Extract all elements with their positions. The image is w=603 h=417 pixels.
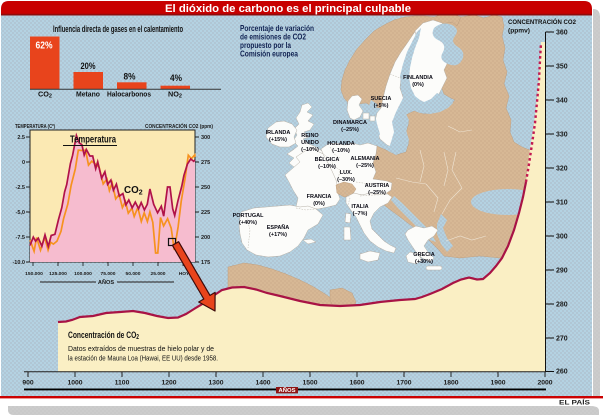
svg-text:FRANCIA: FRANCIA	[307, 194, 332, 200]
svg-text:(+5%): (+5%)	[374, 103, 389, 109]
svg-text:(–10%): (–10%)	[318, 164, 336, 170]
svg-text:310: 310	[556, 200, 568, 207]
svg-text:ITALIA: ITALIA	[351, 204, 368, 210]
svg-text:BÉLGICA: BÉLGICA	[315, 155, 340, 163]
svg-text:8%: 8%	[124, 71, 137, 82]
svg-text:1900: 1900	[490, 379, 505, 386]
svg-text:El dióxido de carbono es el pr: El dióxido de carbono es el principal cu…	[165, 3, 411, 15]
svg-text:ALEMANIA: ALEMANIA	[350, 156, 379, 162]
svg-text:(0%): (0%)	[412, 82, 424, 88]
svg-text:AÑOS: AÑOS	[279, 387, 297, 394]
svg-text:Halocarbonos: Halocarbonos	[107, 90, 151, 99]
svg-text:0: 0	[22, 160, 25, 166]
svg-text:Temperatura: Temperatura	[70, 135, 116, 146]
svg-text:LUX.: LUX.	[340, 170, 353, 176]
svg-text:1800: 1800	[443, 379, 458, 386]
svg-text:2.5: 2.5	[17, 135, 25, 141]
svg-text:1200: 1200	[161, 379, 176, 386]
svg-text:2000: 2000	[537, 379, 552, 386]
svg-text:ESPAÑA: ESPAÑA	[267, 224, 290, 231]
svg-text:(0%): (0%)	[313, 201, 325, 207]
svg-text:125.000: 125.000	[49, 271, 67, 277]
svg-text:350: 350	[556, 64, 568, 71]
svg-text:(+17%): (+17%)	[269, 232, 287, 238]
svg-text:900: 900	[22, 379, 34, 386]
svg-text:-10.0: -10.0	[12, 260, 25, 266]
svg-text:-5,0: -5,0	[16, 210, 25, 216]
svg-text:propuesto por la: propuesto por la	[240, 40, 291, 50]
svg-text:(–10%): (–10%)	[301, 147, 319, 153]
svg-text:4%: 4%	[170, 72, 183, 83]
svg-text:225: 225	[201, 210, 210, 216]
svg-text:(–25%): (–25%)	[341, 127, 359, 133]
svg-text:de emisiones de CO2: de emisiones de CO2	[240, 32, 306, 42]
svg-text:Metano: Metano	[76, 90, 100, 99]
svg-text:1100: 1100	[115, 379, 130, 386]
svg-text:GRECIA: GRECIA	[413, 252, 434, 258]
svg-text:270: 270	[556, 336, 568, 343]
svg-text:TEMPERATURA (Cº): TEMPERATURA (Cº)	[15, 124, 55, 130]
svg-text:CO2: CO2	[38, 90, 52, 100]
svg-text:FINLANDIA: FINLANDIA	[403, 75, 433, 81]
svg-text:(+15%): (+15%)	[269, 137, 287, 143]
svg-text:200: 200	[201, 235, 210, 241]
svg-text:REINO: REINO	[301, 133, 319, 139]
svg-text:150.000: 150.000	[25, 271, 43, 277]
svg-text:340: 340	[556, 98, 568, 105]
svg-text:Datos extraídos de muestras de: Datos extraídos de muestras de hielo pol…	[68, 344, 214, 353]
svg-text:(–25%): (–25%)	[368, 190, 386, 196]
svg-text:100.000: 100.000	[74, 271, 92, 277]
svg-text:320: 320	[556, 166, 568, 173]
svg-text:DINAMARCA: DINAMARCA	[333, 120, 367, 126]
svg-text:300: 300	[556, 234, 568, 241]
svg-text:290: 290	[556, 268, 568, 275]
svg-text:20%: 20%	[81, 60, 97, 71]
svg-text:-2.5: -2.5	[16, 185, 25, 191]
svg-text:75.000: 75.000	[101, 271, 116, 277]
svg-text:Porcentaje de variación: Porcentaje de variación	[240, 23, 314, 33]
svg-text:25.000: 25.000	[151, 271, 166, 277]
svg-text:AUSTRIA: AUSTRIA	[365, 183, 389, 189]
svg-text:360: 360	[556, 30, 568, 37]
svg-text:(–25%): (–25%)	[356, 163, 374, 169]
svg-text:-7.5: -7.5	[16, 235, 25, 241]
svg-text:EL PAÍS: EL PAÍS	[559, 399, 590, 407]
svg-text:(–10%): (–10%)	[332, 148, 350, 154]
svg-text:HOLANDA: HOLANDA	[327, 141, 355, 147]
svg-text:1400: 1400	[255, 379, 270, 386]
svg-text:62%: 62%	[36, 41, 53, 52]
svg-text:275: 275	[201, 160, 210, 166]
svg-text:NO2: NO2	[168, 90, 182, 100]
svg-text:(+40%): (+40%)	[239, 220, 257, 226]
svg-text:Comisión europea: Comisión europea	[240, 49, 298, 59]
svg-text:HOY: HOY	[179, 271, 190, 277]
svg-text:CONCENTRACIÓN CO2: CONCENTRACIÓN CO2	[508, 17, 576, 26]
svg-text:Influencia directa de gases en: Influencia directa de gases en el calent…	[53, 24, 183, 35]
svg-text:Concentración de CO2: Concentración de CO2	[68, 330, 139, 341]
svg-text:175: 175	[201, 260, 210, 266]
svg-text:CONCENTRACIÓN CO2 (ppm): CONCENTRACIÓN CO2 (ppm)	[145, 122, 213, 130]
svg-text:1700: 1700	[396, 379, 411, 386]
svg-text:SUECIA: SUECIA	[371, 96, 392, 102]
svg-text:1500: 1500	[302, 379, 317, 386]
svg-text:1300: 1300	[208, 379, 223, 386]
svg-text:330: 330	[556, 132, 568, 139]
svg-text:300: 300	[201, 135, 210, 141]
svg-text:250: 250	[201, 185, 210, 191]
svg-text:(ppmv): (ppmv)	[508, 28, 530, 35]
svg-text:la estación de Mauna Loa (Hawa: la estación de Mauna Loa (Hawai, EE UU) …	[68, 354, 218, 363]
svg-text:260: 260	[556, 369, 568, 376]
svg-text:(+30%): (+30%)	[415, 259, 433, 265]
svg-text:UNIDO: UNIDO	[301, 140, 319, 146]
svg-text:(–7%): (–7%)	[353, 211, 368, 217]
svg-text:AÑOS: AÑOS	[98, 279, 114, 286]
svg-text:IRLANDA: IRLANDA	[266, 130, 291, 136]
svg-text:PORTUGAL: PORTUGAL	[233, 213, 265, 219]
svg-text:CO2: CO2	[124, 185, 143, 196]
svg-text:280: 280	[556, 302, 568, 309]
svg-text:1600: 1600	[349, 379, 364, 386]
svg-text:50.000: 50.000	[126, 271, 141, 277]
svg-text:1000: 1000	[67, 379, 82, 386]
svg-text:(–30%): (–30%)	[337, 177, 355, 183]
